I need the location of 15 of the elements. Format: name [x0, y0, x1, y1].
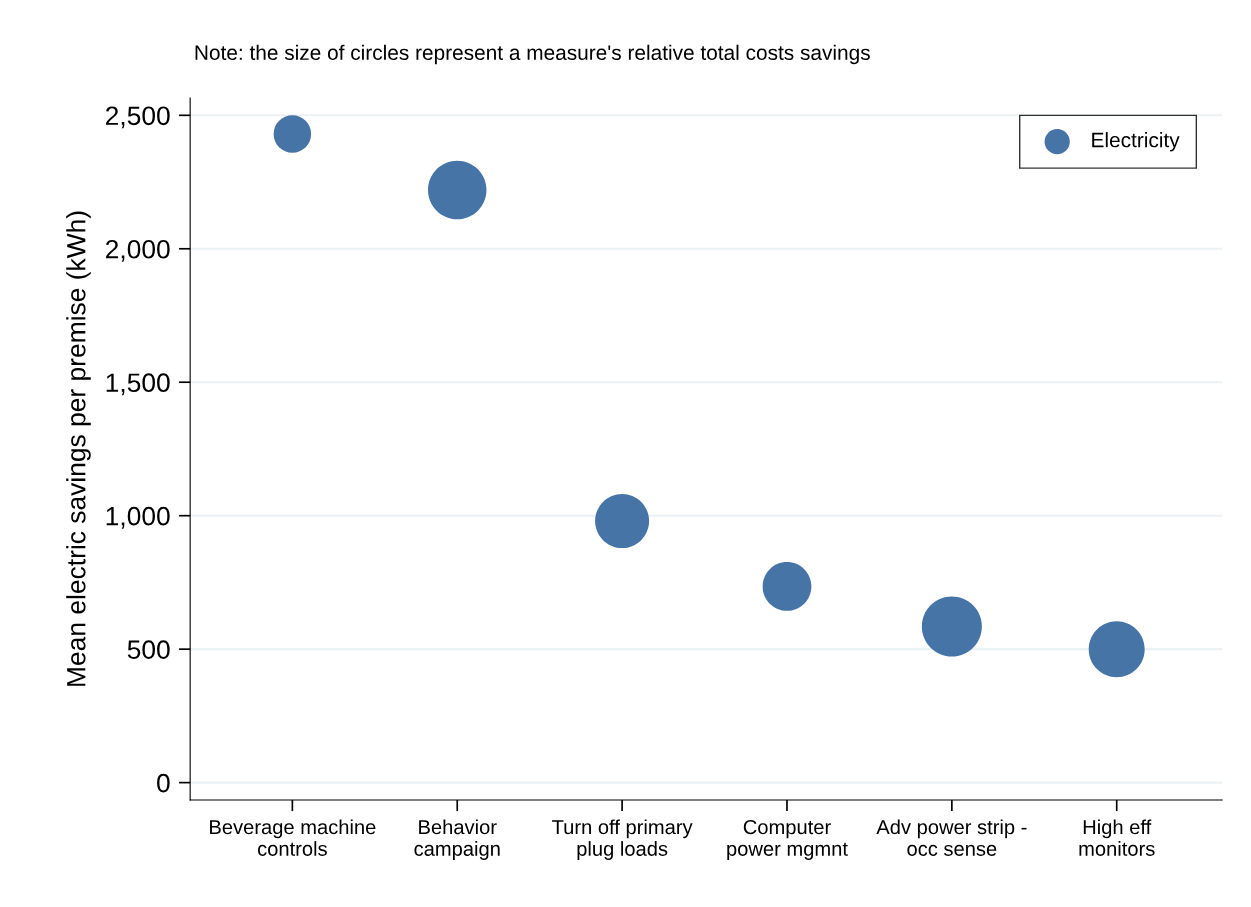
text: Note: the size of circles represent a measure's relative total costs savings [195, 44, 870, 65]
x-tick-label: High eff monitors [1079, 819, 1155, 856]
x-tick-label: Beverage machine controls [210, 819, 376, 856]
y-axis-title: Mean electric savings per premise (kWh) [66, 211, 91, 686]
x-tick-label: Adv power strip - occ sense [876, 819, 1027, 856]
x-tick-label: Behavior campaign [414, 819, 500, 860]
x-tick-label: Computer power mgmnt [727, 819, 848, 860]
y-tick-label: 1,500 [106, 373, 170, 396]
y-tick-label: 1,000 [106, 506, 170, 529]
legend-label: Electricity [1092, 132, 1180, 152]
y-tick-label: 2,500 [106, 106, 170, 129]
y-tick-label: 2,000 [106, 239, 170, 262]
y-tick-label: 500 [127, 640, 170, 659]
y-tick-label: 0 [157, 773, 170, 793]
x-tick-label: Turn off primary plug loads [552, 819, 693, 860]
